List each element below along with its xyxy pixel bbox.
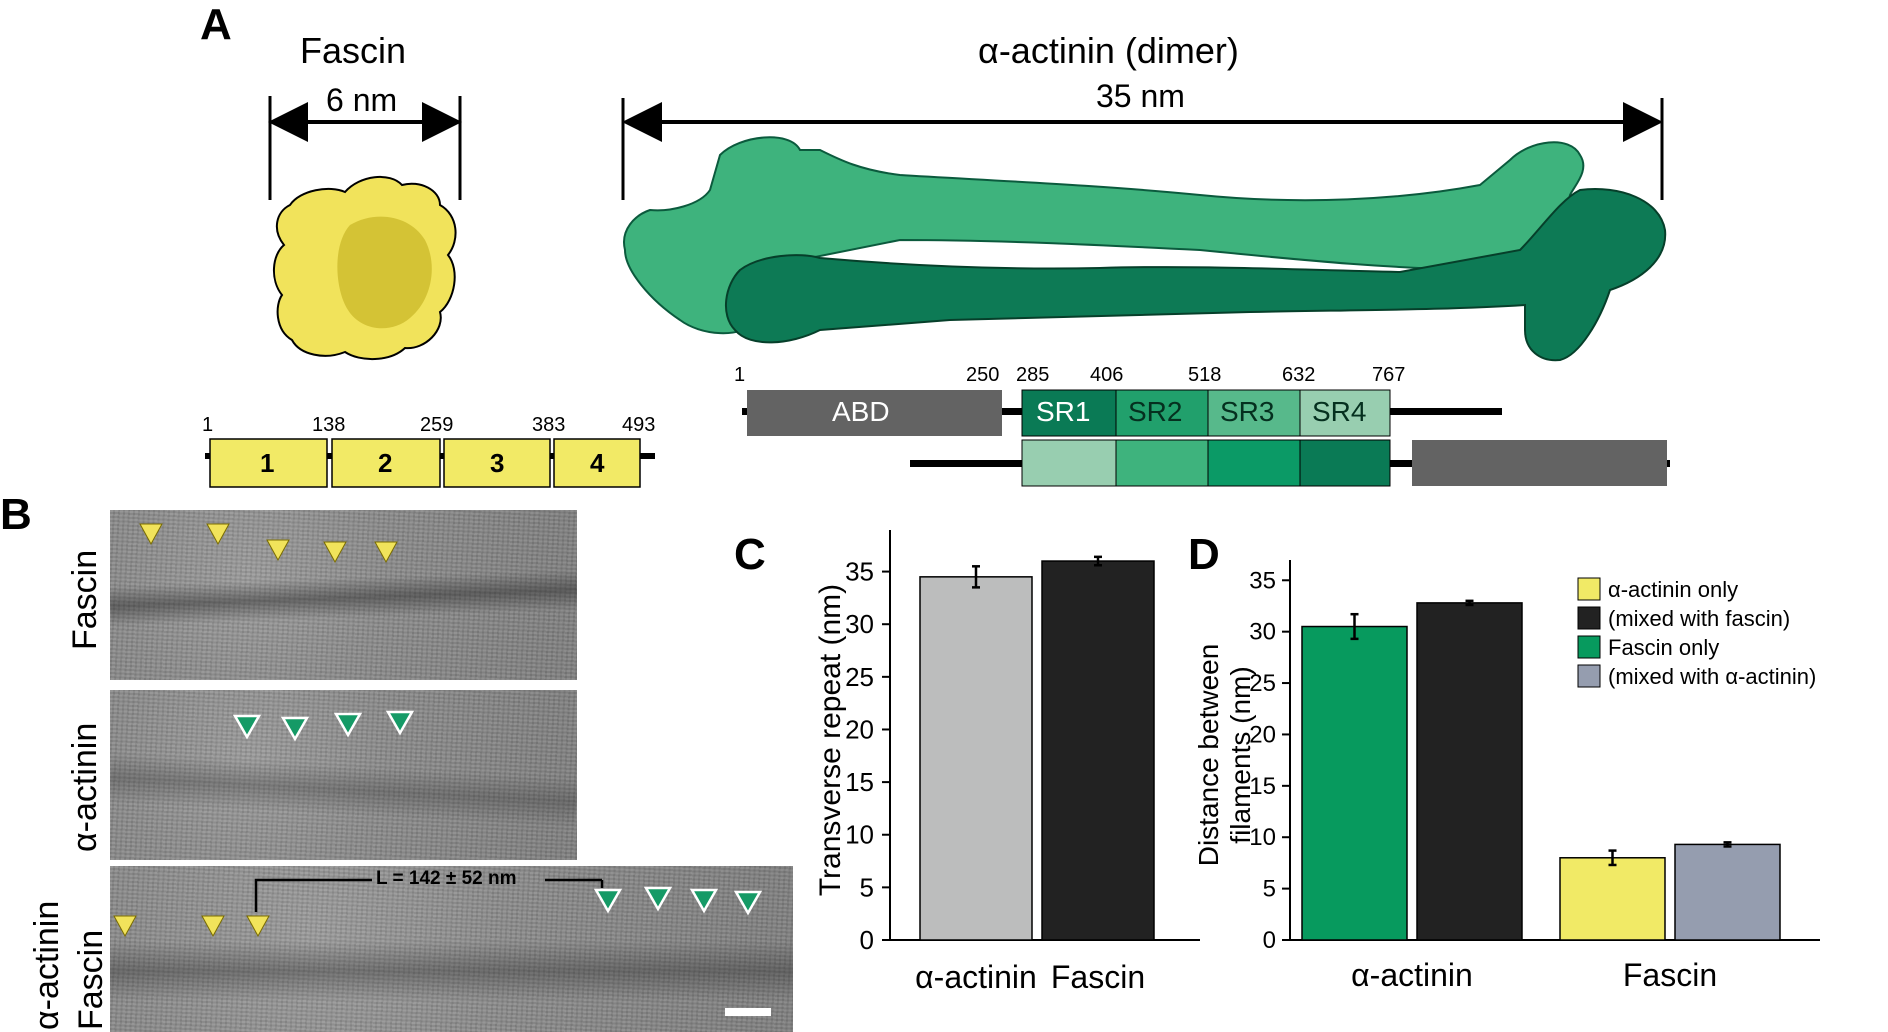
c-ytick-label-7: 35 <box>845 557 874 587</box>
d-xtick-label-1: Fascin <box>1623 957 1717 993</box>
sr3-label: SR3 <box>1220 396 1275 427</box>
c-ytick-label-1: 5 <box>860 872 874 902</box>
panel-a-structures <box>205 96 1670 488</box>
panel-b-letter: B <box>0 490 32 539</box>
actinin-tick-518: 518 <box>1188 364 1222 386</box>
actinin-tick-767: 767 <box>1372 364 1406 386</box>
c-xtick-label-1: Fascin <box>1051 959 1145 995</box>
d-ytick-label-2: 10 <box>1249 824 1276 851</box>
d-legend-swatch-0 <box>1577 577 1601 601</box>
c-ytick-label-4: 20 <box>845 714 874 744</box>
d-legend-label-0: α-actinin only <box>1608 577 1738 602</box>
actinin-dimension-arrow <box>621 98 1664 200</box>
c-ytick-label-0: 0 <box>860 925 874 955</box>
fascin-tick-2: 138 <box>312 414 346 436</box>
d-legend-swatch-3 <box>1577 664 1601 688</box>
fascin-domain-4: 4 <box>590 448 605 478</box>
fascin-domain-map <box>205 438 655 488</box>
fascin-domain-3: 3 <box>490 448 505 478</box>
fascin-tick-4: 383 <box>532 414 566 436</box>
d-ytick-label-0: 0 <box>1263 927 1276 954</box>
d-bar-2 <box>1559 857 1666 941</box>
fascin-tick-1: 1 <box>202 414 214 436</box>
d-bar-3 <box>1674 843 1781 941</box>
d-legend-label-3: (mixed with α-actinin) <box>1608 664 1816 689</box>
sr4-label: SR4 <box>1312 396 1367 427</box>
sr2-label: SR2 <box>1128 396 1183 427</box>
d-ytick-label-4: 20 <box>1249 721 1276 748</box>
panel-d-letter: D <box>1188 530 1220 579</box>
actinin-tick-1: 1 <box>734 364 746 386</box>
c-ylabel: Transverse repeat (nm) <box>814 584 847 896</box>
actinin-structure <box>623 136 1667 362</box>
c-bar-0 <box>919 576 1033 941</box>
c-bar-1 <box>1041 560 1155 941</box>
d-ytick-label-5: 25 <box>1249 670 1276 697</box>
panel-a-letter: A <box>200 0 232 49</box>
c-ytick-label-2: 10 <box>845 820 874 850</box>
actinin-domain-map <box>742 389 1670 487</box>
sr1-label: SR1 <box>1036 396 1091 427</box>
actinin-tick-632: 632 <box>1282 364 1316 386</box>
micrograph-actinin <box>110 690 577 860</box>
d-ytick-label-7: 35 <box>1249 567 1276 594</box>
panel-c-letter: C <box>734 530 766 579</box>
d-ytick-label-6: 30 <box>1249 619 1276 646</box>
actinin-tick-406: 406 <box>1090 364 1124 386</box>
fascin-dimension-arrow <box>268 96 462 200</box>
fascin-domain-2: 2 <box>378 448 393 478</box>
fascin-structure <box>273 175 457 361</box>
fascin-tick-5: 493 <box>622 414 656 436</box>
d-ylabel-line2: filaments (nm) <box>1225 666 1256 843</box>
micrograph-mixed <box>110 866 793 1032</box>
actinin-tick-285: 285 <box>1016 364 1050 386</box>
abd-label: ABD <box>832 396 890 427</box>
d-ylabel-line1: Distance between <box>1193 644 1224 867</box>
d-legend-swatch-1 <box>1577 606 1601 630</box>
micrograph-fascin <box>110 510 577 680</box>
d-bar-1 <box>1416 602 1523 941</box>
chart-d: 0 5 10 15 20 25 30 35 α-actinin Fascin Distance be… <box>1193 560 1820 993</box>
fascin-tick-3: 259 <box>420 414 454 436</box>
c-xtick-label-0: α-actinin <box>915 959 1037 995</box>
c-ytick-label-5: 25 <box>845 662 874 692</box>
c-ytick-label-6: 30 <box>845 609 874 639</box>
d-legend-label-1: (mixed with fascin) <box>1608 606 1790 631</box>
d-legend-swatch-2 <box>1577 635 1601 659</box>
fascin-title: Fascin <box>300 30 407 71</box>
actinin-tick-250: 250 <box>966 364 1000 386</box>
c-ytick-label-3: 15 <box>845 767 874 797</box>
actinin-title: α-actinin (dimer) <box>978 30 1239 71</box>
d-ytick-label-1: 5 <box>1263 876 1276 903</box>
d-ytick-label-3: 15 <box>1249 773 1276 800</box>
distance-label: L = 142 ± 52 nm <box>376 868 517 889</box>
scale-bar <box>725 1008 771 1016</box>
d-legend-label-2: Fascin only <box>1608 635 1719 660</box>
d-bar-0 <box>1301 625 1408 941</box>
d-xtick-label-0: α-actinin <box>1351 957 1473 993</box>
chart-c: 0 5 10 15 20 25 30 35 α-actinin Fascin Transverse … <box>814 530 1200 995</box>
fascin-domain-1: 1 <box>260 448 275 478</box>
